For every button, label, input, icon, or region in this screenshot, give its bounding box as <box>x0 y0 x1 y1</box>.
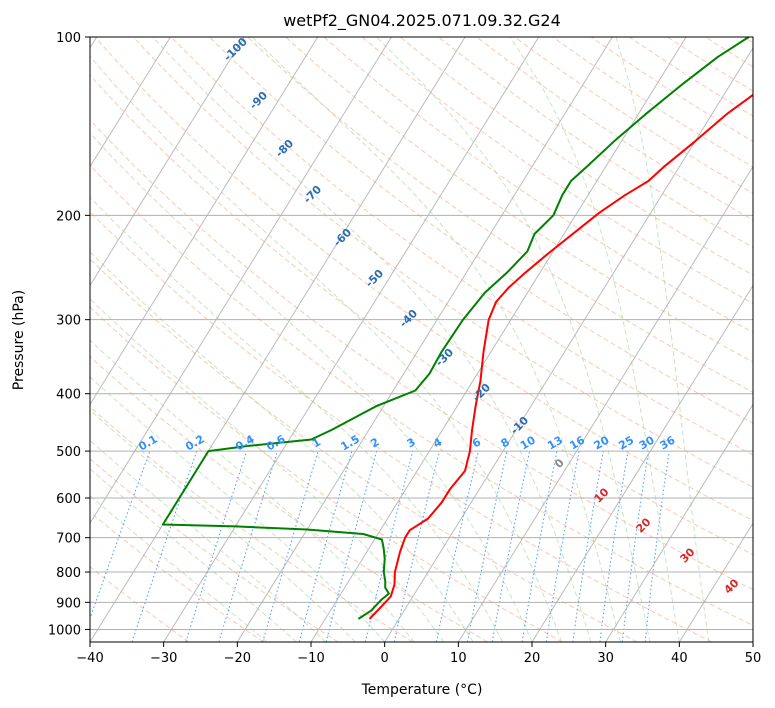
x-tick-label-4: 0 <box>381 651 389 666</box>
plot-area <box>90 37 753 642</box>
isotherm-line-15 <box>310 37 687 642</box>
x-tick-label-5: 10 <box>450 651 467 666</box>
dry-adiabat-line-14 <box>209 37 753 424</box>
temperature-profile-line <box>368 93 753 620</box>
mixing-ratio-line-6 <box>325 450 378 642</box>
dry-adiabat-line-1 <box>90 511 264 642</box>
y-tick-label-4: 600 <box>56 492 81 507</box>
isotherm-line-9 <box>90 37 245 287</box>
dry-adiabat-line-5 <box>90 306 563 642</box>
dewpoint-profile-line <box>161 37 750 620</box>
y-tick-label-1: 900 <box>56 596 81 611</box>
series-layer <box>161 37 753 620</box>
mixing-ratio-line-14 <box>572 451 604 642</box>
moist-adiabat-line-8 <box>90 196 503 642</box>
dry-adiabat-line-15 <box>247 37 753 393</box>
mixing-ratio-line-1 <box>131 450 198 642</box>
y-tick-label-9: 100 <box>56 31 81 46</box>
chart-title: wetPf2_GN04.2025.071.09.32.G24 <box>283 11 561 31</box>
dry-adiabat-line-13 <box>171 37 753 456</box>
mixing-ratio-line-11 <box>491 451 531 642</box>
isotherm-line-11 <box>90 37 392 525</box>
y-axis: 1000 900 800 700 600 500 400 300 200 100 <box>48 31 90 638</box>
mixing-ratio-line-5 <box>298 450 353 642</box>
mixing-ratio-line-4 <box>262 450 319 642</box>
isotherm-line-16 <box>384 46 753 642</box>
mixing-ratio-line-15 <box>599 451 629 642</box>
x-tick-label-3: −10 <box>297 651 324 666</box>
dry-adiabat-line-24 <box>590 37 753 142</box>
x-axis: −40 −30 −20 −10 0 10 20 30 40 50 <box>76 642 761 666</box>
dry-adiabat-line-23 <box>552 37 753 168</box>
y-tick-label-2: 800 <box>56 566 81 581</box>
y-tick-label-5: 500 <box>56 445 81 460</box>
isotherm-line-13 <box>163 37 540 642</box>
dry-adiabats <box>90 37 753 642</box>
dry-adiabat-line-7 <box>90 211 712 642</box>
x-tick-label-9: 50 <box>745 651 762 666</box>
dry-adiabat-line-11 <box>94 37 753 522</box>
mixing-ratio-line-16 <box>621 451 649 642</box>
y-tick-label-3: 700 <box>56 532 81 547</box>
y-tick-label-8: 200 <box>56 209 81 224</box>
mixing-ratio-line-9 <box>435 450 479 642</box>
moist-adiabat-line-7 <box>90 251 474 642</box>
isotherm-line-20 <box>678 522 753 642</box>
x-tick-label-2: −20 <box>224 651 251 666</box>
x-tick-label-1: −30 <box>150 651 177 666</box>
pressure-gridlines <box>90 37 753 630</box>
isotherm-line-8 <box>90 37 171 168</box>
x-axis-title: Temperature (°C) <box>361 682 483 698</box>
mixing-ratio-line-17 <box>644 451 670 642</box>
isotherm-line-17 <box>457 165 753 642</box>
dry-adiabat-line-10 <box>90 74 753 556</box>
x-tick-label-0: −40 <box>76 651 103 666</box>
dry-adiabat-line-20 <box>438 37 753 248</box>
isotherm-line-18 <box>531 284 753 642</box>
y-tick-label-6: 400 <box>56 388 81 403</box>
mixing-ratio-line-8 <box>393 450 440 642</box>
dry-adiabat-line-18 <box>361 37 753 305</box>
dry-adiabat-line-6 <box>90 258 638 642</box>
plot-frame <box>89 36 754 643</box>
isotherms <box>90 37 753 642</box>
x-tick-label-8: 40 <box>671 651 688 666</box>
mixing-ratio-line-0 <box>90 450 151 621</box>
mixing-ratio-line-3 <box>218 450 279 642</box>
moist-adiabat-line-4 <box>90 376 386 642</box>
dry-adiabat-line-9 <box>90 119 753 591</box>
x-tick-label-6: 20 <box>524 651 541 666</box>
mixing-ratio-line-10 <box>467 450 508 642</box>
dry-adiabat-line-8 <box>90 164 753 627</box>
y-tick-label-0: 1000 <box>48 623 81 638</box>
dry-adiabat-line-2 <box>90 458 339 642</box>
isotherm-line-12 <box>90 37 466 642</box>
dry-adiabat-line-16 <box>285 37 753 363</box>
isotherm-line-19 <box>605 403 753 642</box>
isotherm-line-14 <box>236 37 613 642</box>
mixing-ratio-line-2 <box>185 450 248 642</box>
isotherm-line-10 <box>90 37 319 406</box>
x-tick-label-7: 30 <box>597 651 614 666</box>
mixing-ratio-line-12 <box>521 451 558 642</box>
y-axis-title: Pressure (hPa) <box>11 290 27 390</box>
y-tick-label-7: 300 <box>56 314 81 329</box>
